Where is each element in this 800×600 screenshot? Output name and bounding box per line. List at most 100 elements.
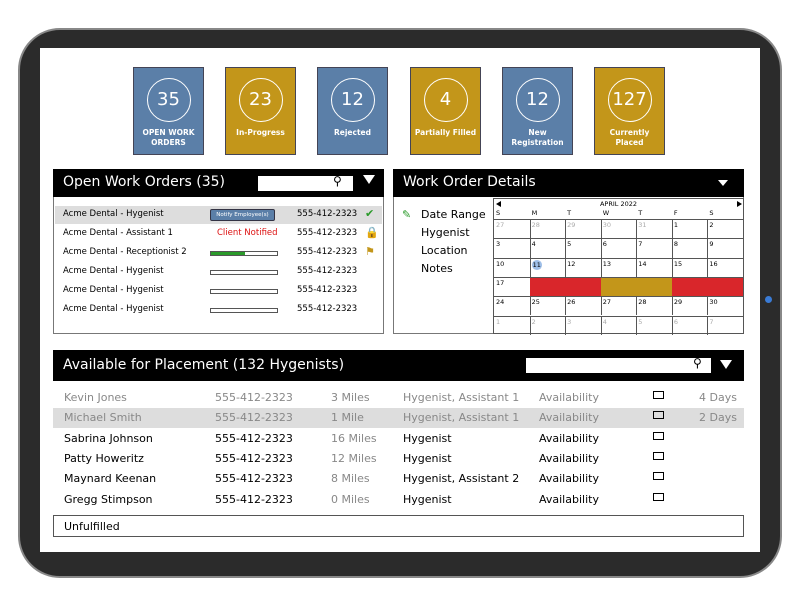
stat-tile[interactable]: 127 Currently Placed bbox=[594, 67, 665, 155]
day-cell[interactable] bbox=[600, 296, 637, 316]
filter-icon[interactable] bbox=[363, 175, 375, 184]
day-cell[interactable] bbox=[636, 219, 672, 239]
day-cell[interactable] bbox=[707, 315, 743, 335]
day-number: 27 bbox=[602, 298, 611, 307]
day-cell[interactable] bbox=[529, 296, 566, 316]
candidate-row[interactable]: Sabrina Johnson 555-412-2323 16 Miles Hygen… bbox=[53, 429, 744, 449]
stat-tile[interactable]: 12 New Registration bbox=[502, 67, 573, 155]
candidate-row[interactable]: Kevin Jones 555-412-2323 3 Miles Hygenist, … bbox=[53, 388, 744, 408]
day-number: 5 bbox=[638, 317, 643, 326]
work-order-row[interactable]: Acme Dental - Assistant 1 Client Notified… bbox=[55, 225, 382, 243]
notify-button[interactable]: Notify Employee(s) bbox=[210, 209, 275, 221]
day-cell[interactable] bbox=[529, 257, 566, 277]
day-cell[interactable] bbox=[529, 219, 566, 239]
detail-field[interactable]: Hygenist bbox=[421, 226, 470, 239]
detail-field[interactable]: Notes bbox=[421, 262, 453, 275]
email-icon[interactable] bbox=[653, 492, 664, 501]
email-icon[interactable] bbox=[653, 411, 664, 420]
search-box[interactable] bbox=[258, 176, 353, 191]
panel-title: Open Work Orders (35) bbox=[63, 174, 226, 190]
stat-tile[interactable]: 12 Rejected bbox=[317, 67, 388, 155]
filter-icon[interactable] bbox=[720, 360, 732, 369]
order-name: Acme Dental - Hygenist bbox=[63, 304, 164, 314]
work-order-row[interactable]: Acme Dental - Receptionist 2 555-412-2323… bbox=[55, 244, 382, 262]
work-order-row[interactable]: Acme Dental - Hygenist 555-412-2323 bbox=[55, 263, 382, 281]
prev-arrow[interactable] bbox=[496, 201, 501, 207]
day-cell[interactable] bbox=[636, 238, 672, 258]
email-icon[interactable] bbox=[653, 472, 664, 481]
stat-label: Currently Placed bbox=[609, 128, 650, 147]
calendar: APRIL 2022 S M T W T F S 27 28 29 30 31 1 2 3 4 5 6 7 8 9 10 11… bbox=[493, 198, 744, 335]
candidate-row[interactable]: Maynard Keenan 555-412-2323 8 Miles Hygenis… bbox=[53, 469, 744, 489]
weekday: F bbox=[673, 209, 678, 217]
day-cell[interactable] bbox=[494, 238, 530, 257]
work-order-row[interactable]: Acme Dental - Hygenist 555-412-2323 bbox=[55, 282, 382, 300]
day-cell[interactable] bbox=[671, 315, 708, 335]
day-cell[interactable] bbox=[494, 219, 530, 238]
day-cell[interactable] bbox=[707, 257, 743, 277]
candidate-availability[interactable]: Availability bbox=[539, 492, 599, 506]
day-cell[interactable] bbox=[494, 296, 530, 315]
status-icon: ✔ bbox=[365, 207, 375, 220]
candidate-availability[interactable]: Availability bbox=[539, 391, 599, 404]
detail-field[interactable]: Date Range bbox=[421, 208, 486, 221]
day-cell[interactable] bbox=[707, 219, 743, 239]
camera bbox=[765, 296, 772, 303]
day-cell[interactable] bbox=[565, 238, 601, 258]
day-cell[interactable] bbox=[494, 257, 530, 277]
day-cell[interactable] bbox=[565, 315, 601, 335]
search-icon[interactable]: ⚲ bbox=[333, 174, 342, 188]
candidate-name: Patty Howeritz bbox=[64, 451, 144, 465]
candidate-row[interactable]: Patty Howeritz 555-412-2323 12 Miles Hygeni… bbox=[53, 449, 744, 469]
status-icon: 🔒 bbox=[365, 226, 379, 239]
day-cell[interactable] bbox=[600, 315, 637, 335]
stat-value: 35 bbox=[157, 89, 180, 110]
stat-tile[interactable]: 4 Partially Filled bbox=[410, 67, 481, 155]
day-number: 4 bbox=[531, 240, 536, 249]
email-icon[interactable] bbox=[653, 431, 664, 440]
day-cell[interactable] bbox=[600, 238, 637, 258]
candidate-availability[interactable]: Availability bbox=[539, 411, 599, 425]
candidate-availability[interactable]: Availability bbox=[539, 451, 599, 465]
candidate-availability[interactable]: Availability bbox=[539, 472, 599, 486]
candidate-row[interactable]: Michael Smith 555-412-2323 1 Mile Hygenist,… bbox=[53, 408, 744, 429]
candidate-availability[interactable]: Availability bbox=[539, 431, 599, 445]
day-cell[interactable] bbox=[565, 219, 601, 239]
candidate-row[interactable]: Gregg Stimpson 555-412-2323 0 Miles Hygenis… bbox=[53, 490, 744, 510]
day-cell[interactable] bbox=[529, 238, 566, 258]
email-icon[interactable] bbox=[653, 451, 664, 460]
day-cell[interactable] bbox=[671, 219, 708, 239]
day-cell[interactable] bbox=[707, 296, 743, 316]
unfulfilled-box[interactable]: Unfulfilled bbox=[53, 515, 744, 537]
weekday: W bbox=[602, 209, 610, 217]
day-cell[interactable] bbox=[600, 257, 637, 277]
work-order-row[interactable]: Acme Dental - Hygenist 555-412-2323 bbox=[55, 301, 382, 319]
dropdown-icon[interactable] bbox=[718, 180, 728, 186]
panel-header: Work Order Details bbox=[393, 169, 744, 197]
day-cell[interactable] bbox=[671, 238, 708, 258]
stat-tile[interactable]: 23 In-Progress bbox=[225, 67, 296, 155]
day-cell[interactable] bbox=[636, 296, 672, 316]
candidate-distance: 16 Miles bbox=[331, 431, 377, 445]
search-icon[interactable]: ⚲ bbox=[693, 356, 702, 370]
work-order-row[interactable]: Acme Dental - Hygenist Notify Employee(s)… bbox=[55, 206, 382, 224]
day-cell[interactable] bbox=[529, 315, 566, 335]
day-cell[interactable] bbox=[671, 257, 708, 277]
day-cell[interactable] bbox=[636, 315, 672, 335]
next-arrow[interactable] bbox=[737, 201, 742, 207]
day-cell[interactable] bbox=[600, 219, 637, 239]
order-name: Acme Dental - Hygenist bbox=[63, 209, 164, 219]
day-cell[interactable] bbox=[565, 296, 601, 316]
email-icon[interactable] bbox=[653, 391, 664, 399]
search-box[interactable] bbox=[526, 358, 711, 373]
day-number: 2 bbox=[531, 317, 536, 326]
day-cell[interactable] bbox=[565, 257, 601, 277]
day-cell[interactable] bbox=[671, 296, 708, 316]
day-cell[interactable] bbox=[636, 257, 672, 277]
day-number: 10 bbox=[496, 259, 505, 268]
day-cell[interactable] bbox=[494, 276, 530, 296]
day-cell[interactable] bbox=[494, 315, 530, 335]
day-cell[interactable] bbox=[707, 238, 743, 258]
stat-tile[interactable]: 35 OPEN WORK ORDERS bbox=[133, 67, 204, 155]
detail-field[interactable]: Location bbox=[421, 244, 468, 257]
